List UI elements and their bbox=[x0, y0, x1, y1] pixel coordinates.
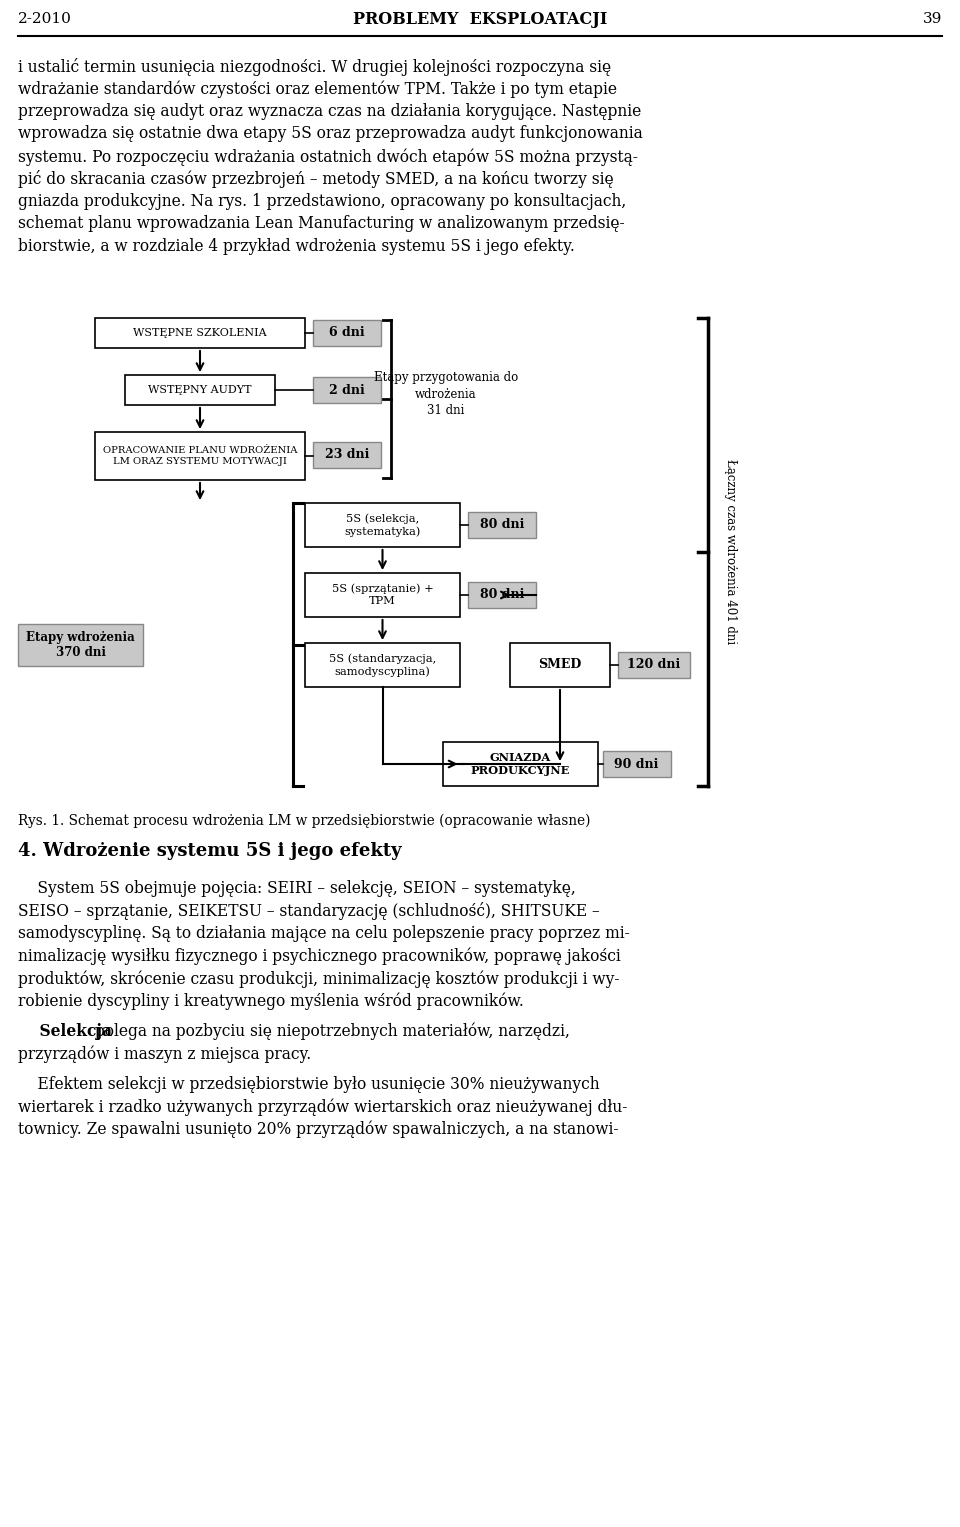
Text: SEISO – sprzątanie, SEIKETSU – standaryzację (schludność), SHITSUKE –: SEISO – sprzątanie, SEIKETSU – standaryz… bbox=[18, 902, 600, 921]
Bar bbox=[305, 502, 460, 547]
Bar bbox=[125, 376, 275, 405]
Bar bbox=[305, 643, 460, 687]
Text: schemat planu wprowadzania Lean Manufacturing w analizowanym przedsię-: schemat planu wprowadzania Lean Manufact… bbox=[18, 215, 625, 232]
Text: Etapy przygotowania do
wdrożenia
31 dni: Etapy przygotowania do wdrożenia 31 dni bbox=[373, 371, 518, 417]
Text: System 5S obejmuje pojęcia: SEIRI – selekcję, SEION – systematykę,: System 5S obejmuje pojęcia: SEIRI – sele… bbox=[18, 880, 576, 896]
Text: i ustalić termin usunięcia niezgodności. W drugiej kolejności rozpoczyna się: i ustalić termin usunięcia niezgodności.… bbox=[18, 58, 612, 76]
Text: 2-2010: 2-2010 bbox=[18, 12, 72, 26]
Bar bbox=[95, 432, 305, 479]
Bar bbox=[313, 441, 381, 467]
Text: 6 dni: 6 dni bbox=[329, 327, 365, 339]
Text: przeprowadza się audyt oraz wyznacza czas na działania korygujące. Następnie: przeprowadza się audyt oraz wyznacza cza… bbox=[18, 102, 641, 121]
Text: pić do skracania czasów przezbrojeń – metody SMED, a na końcu tworzy się: pić do skracania czasów przezbrojeń – me… bbox=[18, 171, 613, 188]
Bar bbox=[468, 512, 536, 538]
Bar bbox=[443, 742, 597, 786]
Text: 5S (standaryzacja,
samodyscyplina): 5S (standaryzacja, samodyscyplina) bbox=[329, 654, 436, 676]
Text: GNIAZDA
PRODUKCYJNE: GNIAZDA PRODUKCYJNE bbox=[470, 751, 569, 776]
Bar bbox=[95, 318, 305, 348]
Bar bbox=[18, 623, 143, 666]
Bar bbox=[468, 582, 536, 608]
Text: polega na pozbyciu się niepotrzebnych materiałów, narzędzi,: polega na pozbyciu się niepotrzebnych ma… bbox=[90, 1023, 570, 1040]
Text: 5S (sprzątanie) +
TPM: 5S (sprzątanie) + TPM bbox=[331, 583, 433, 606]
Text: przyrządów i maszyn z miejsca pracy.: przyrządów i maszyn z miejsca pracy. bbox=[18, 1046, 311, 1063]
Bar bbox=[618, 652, 690, 678]
Text: Efektem selekcji w przedsiębiorstwie było usunięcie 30% nieużywanych: Efektem selekcji w przedsiębiorstwie był… bbox=[18, 1077, 600, 1093]
Text: PROBLEMY  EKSPLOATACJI: PROBLEMY EKSPLOATACJI bbox=[353, 11, 607, 27]
Text: townicy. Ze spawalni usunięto 20% przyrządów spawalniczych, a na stanowi-: townicy. Ze spawalni usunięto 20% przyrz… bbox=[18, 1121, 618, 1139]
Text: nimalizację wysiłku fizycznego i psychicznego pracowników, poprawę jakości: nimalizację wysiłku fizycznego i psychic… bbox=[18, 947, 621, 965]
Text: samodyscyplinę. Są to działania mające na celu polepszenie pracy poprzez mi-: samodyscyplinę. Są to działania mające n… bbox=[18, 925, 630, 942]
Text: wprowadza się ostatnie dwa etapy 5S oraz przeprowadza audyt funkcjonowania: wprowadza się ostatnie dwa etapy 5S oraz… bbox=[18, 125, 643, 142]
Bar bbox=[305, 573, 460, 617]
Bar bbox=[510, 643, 610, 687]
Text: 90 dni: 90 dni bbox=[614, 757, 659, 771]
Text: Etapy wdrożenia
370 dni: Etapy wdrożenia 370 dni bbox=[26, 631, 134, 658]
Text: biorstwie, a w rozdziale 4 przykład wdrożenia systemu 5S i jego efekty.: biorstwie, a w rozdziale 4 przykład wdro… bbox=[18, 238, 575, 255]
Text: WSTĘPNY AUDYT: WSTĘPNY AUDYT bbox=[148, 385, 252, 395]
Bar bbox=[603, 751, 670, 777]
Text: produktów, skrócenie czasu produkcji, minimalizację kosztów produkcji i wy-: produktów, skrócenie czasu produkcji, mi… bbox=[18, 970, 619, 988]
Text: SMED: SMED bbox=[539, 658, 582, 672]
Text: 23 dni: 23 dni bbox=[324, 449, 370, 461]
Text: 2 dni: 2 dni bbox=[329, 383, 365, 397]
Text: Selekcja: Selekcja bbox=[18, 1023, 112, 1040]
Text: Łączny czas wdrożenia 401 dni: Łączny czas wdrożenia 401 dni bbox=[724, 460, 736, 644]
Text: robienie dyscypliny i kreatywnego myślenia wśród pracowników.: robienie dyscypliny i kreatywnego myślen… bbox=[18, 993, 524, 1009]
Text: wdrażanie standardów czystości oraz elementów TPM. Także i po tym etapie: wdrażanie standardów czystości oraz elem… bbox=[18, 81, 617, 98]
Bar bbox=[313, 321, 381, 347]
Text: 80 dni: 80 dni bbox=[480, 519, 524, 531]
Text: 80 dni: 80 dni bbox=[480, 588, 524, 602]
Text: 120 dni: 120 dni bbox=[628, 658, 681, 672]
Text: 5S (selekcja,
systematyka): 5S (selekcja, systematyka) bbox=[345, 513, 420, 538]
Text: wiertarek i rzadko używanych przyrządów wiertarskich oraz nieużywanej dłu-: wiertarek i rzadko używanych przyrządów … bbox=[18, 1098, 628, 1116]
Text: WSTĘPNE SZKOLENIA: WSTĘPNE SZKOLENIA bbox=[133, 328, 267, 337]
Bar bbox=[313, 377, 381, 403]
Text: Rys. 1. Schemat procesu wdrożenia LM w przedsiębiorstwie (opracowanie własne): Rys. 1. Schemat procesu wdrożenia LM w p… bbox=[18, 814, 590, 828]
Text: systemu. Po rozpoczęciu wdrażania ostatnich dwóch etapów 5S można przystą-: systemu. Po rozpoczęciu wdrażania ostatn… bbox=[18, 148, 637, 165]
Text: OPRACOWANIE PLANU WDROŻENIA
LM ORAZ SYSTEMU MOTYWACJI: OPRACOWANIE PLANU WDROŻENIA LM ORAZ SYST… bbox=[103, 446, 298, 466]
Text: 4. Wdrożenie systemu 5S i jego efekty: 4. Wdrożenie systemu 5S i jego efekty bbox=[18, 841, 401, 860]
Text: 39: 39 bbox=[923, 12, 942, 26]
Text: gniazda produkcyjne. Na rys. 1 przedstawiono, opracowany po konsultacjach,: gniazda produkcyjne. Na rys. 1 przedstaw… bbox=[18, 192, 626, 211]
